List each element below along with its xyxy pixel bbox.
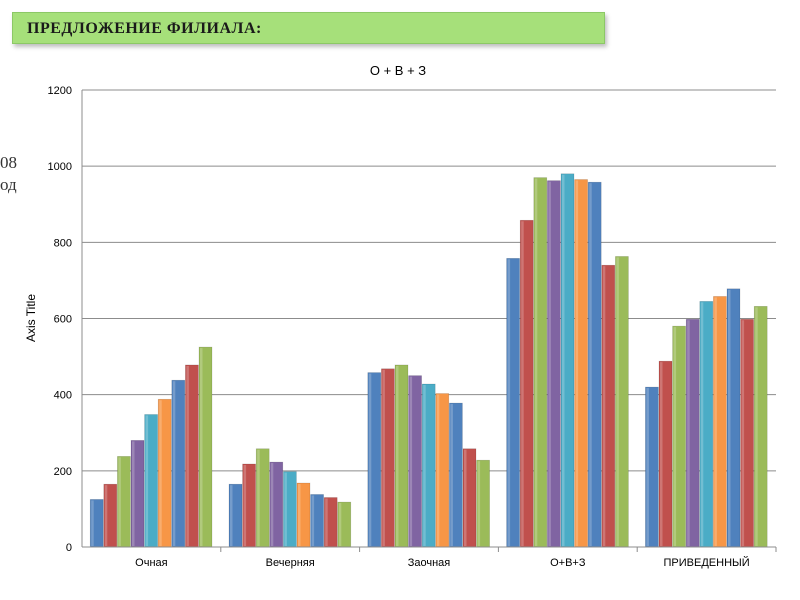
bar-highlight [534,178,538,546]
bar-highlight [284,472,287,546]
x-tick-label: Очная [135,557,167,569]
title-banner: ПРЕДЛОЖЕНИЕ ФИЛИАЛА: [12,12,605,44]
x-tick-label: Заочная [408,557,451,569]
bar-highlight [118,457,121,546]
y-tick-label: 400 [54,390,72,402]
bar-highlight [230,485,233,546]
bar-highlight [521,221,524,546]
bar-highlight [145,415,149,546]
side-fragment-line-2: од [0,175,17,194]
bar-highlight [602,266,606,546]
bar-highlight [436,394,440,546]
bar-highlight [91,500,94,546]
y-tick-label: 0 [66,542,72,554]
bar-highlight [687,320,690,546]
side-fragment-line-1: 08 [0,153,17,172]
bar-highlight [646,388,649,546]
axes: 0 200 400 600 800 1000 1200 Очная Вечерняя Заочна… [48,85,777,569]
bar-highlight [755,307,758,546]
x-tick-label: ПРИВЕДЕННЫЙ [664,556,750,569]
bar-highlight [257,449,260,546]
y-tick-label: 200 [54,466,72,478]
bar-highlight [673,327,677,546]
bar-highlight [507,259,511,546]
bar-highlight [298,484,301,546]
bar-highlight [616,257,619,546]
bar-highlight [104,485,108,546]
bar-highlight [409,376,413,546]
bar-highlight [700,302,704,546]
bar-highlight [423,385,426,546]
bar-highlight [338,503,342,546]
bar-highlight [243,464,247,546]
x-tick-label: Вечерняя [266,557,315,569]
bar-highlight [368,373,372,546]
y-tick-label: 800 [54,237,72,249]
y-axis-title: Axis Title [24,294,38,342]
bar-highlight [186,365,189,546]
bar-highlight [270,463,274,546]
bar-highlight [464,449,467,546]
bars [89,173,768,548]
y-tick-label: 1000 [48,161,72,173]
y-tick-label: 1200 [48,85,72,97]
chart-title: О + В + З [370,63,426,78]
bar-highlight [477,461,481,546]
bar-highlight [589,183,592,546]
bar-highlight [450,404,453,546]
bar-highlight [132,441,135,546]
bar-highlight [396,365,399,546]
bar-highlight [382,369,385,546]
x-tick-label: О+В+З [550,557,586,569]
bar-highlight [172,381,176,546]
y-tick-label: 600 [54,314,72,326]
bar-highlight [200,348,203,546]
bar-highlight [325,498,328,546]
bar-highlight [741,320,745,546]
bar-highlight [575,180,579,546]
bar-highlight [311,495,315,546]
bar-highlight [159,400,162,546]
banner-title: ПРЕДЛОЖЕНИЕ ФИЛИАЛА: [27,20,262,37]
bar-highlight [714,297,717,546]
bar-highlight [548,181,551,546]
bar-highlight [562,174,565,547]
side-text-fragment: 08 од [0,152,17,196]
bar-highlight [728,289,731,546]
bar-highlight [660,362,663,546]
